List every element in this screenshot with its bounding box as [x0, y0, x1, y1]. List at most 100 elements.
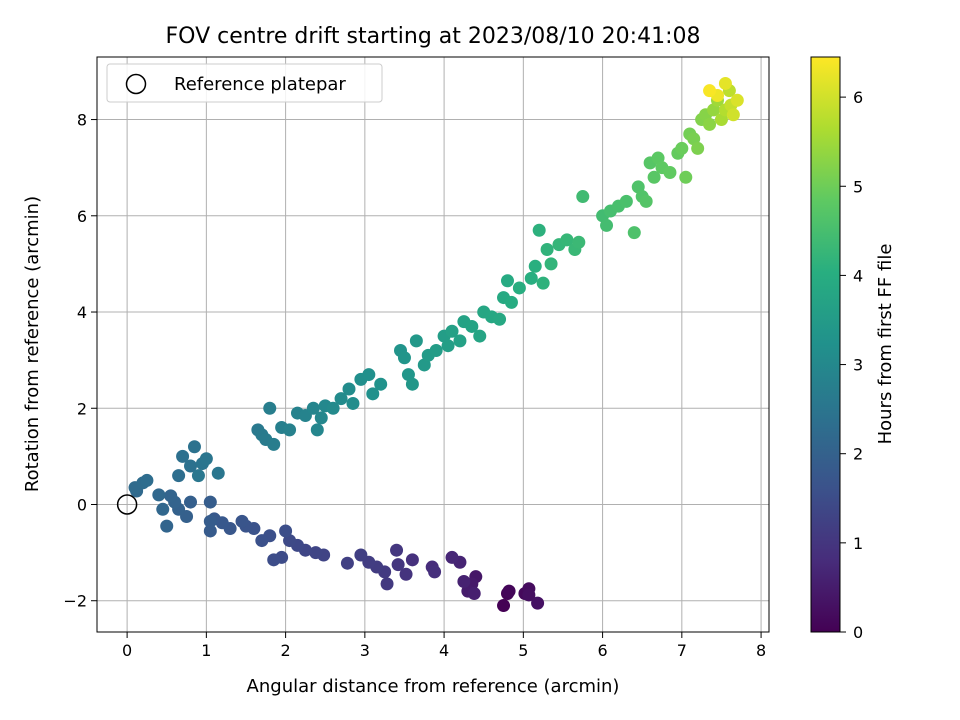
data-point [390, 543, 404, 557]
y-tick-label: 4 [77, 303, 87, 322]
legend-entry-reference: Reference platepar [174, 74, 346, 95]
data-point [675, 141, 689, 155]
data-point [540, 242, 554, 256]
axis-ticks: 0 1 2 3 4 5 6 7 8 −2 0 2 4 6 8 [63, 111, 766, 660]
data-point [528, 259, 542, 273]
data-point [397, 351, 411, 365]
data-point [342, 382, 356, 396]
legend: Reference platepar [106, 63, 383, 103]
data-point [184, 495, 198, 509]
colorbar-label: Hours from first FF file [875, 244, 896, 445]
data-point [164, 489, 178, 503]
data-point [267, 437, 281, 451]
data-point [730, 93, 744, 107]
data-point [279, 524, 293, 538]
data-point [380, 577, 394, 591]
data-point [391, 558, 405, 572]
data-point [152, 488, 166, 502]
colorbar-tick-label: 3 [853, 356, 863, 375]
data-point [354, 548, 368, 562]
data-point [576, 190, 590, 204]
data-point [560, 233, 574, 247]
reference-marker [116, 494, 138, 515]
colorbar-tick-label: 5 [853, 177, 863, 196]
data-point [504, 295, 518, 309]
data-point [522, 588, 536, 602]
data-point [374, 377, 388, 391]
data-point [536, 276, 550, 290]
data-point [467, 587, 481, 601]
data-point [191, 469, 205, 483]
data-point [703, 84, 717, 98]
data-point [493, 312, 507, 326]
data-point [255, 534, 269, 548]
data-point [203, 495, 217, 509]
x-tick-label: 1 [201, 641, 211, 660]
colorbar-gradient [810, 56, 841, 633]
data-point [235, 514, 249, 528]
x-tick-label: 4 [439, 641, 449, 660]
data-point [647, 170, 661, 184]
colorbar-tick-label: 1 [853, 534, 863, 553]
data-point [429, 344, 443, 358]
legend-box [106, 63, 383, 103]
data-point [441, 339, 455, 353]
x-tick-label: 7 [677, 641, 687, 660]
data-point [532, 223, 546, 237]
data-point [199, 452, 213, 466]
y-tick-label: 0 [77, 495, 87, 514]
colorbar-tick-label: 4 [853, 266, 863, 285]
data-point [184, 459, 198, 473]
colorbar: 0 1 2 3 4 5 6 Hours from first FF file [810, 56, 896, 642]
data-point [500, 274, 514, 288]
plot-frame [96, 56, 770, 633]
data-point [160, 519, 174, 533]
data-point [473, 329, 487, 343]
data-point [310, 423, 324, 437]
data-point [405, 377, 419, 391]
data-point [703, 117, 717, 131]
data-point [502, 584, 516, 598]
colorbar-tick-label: 2 [853, 445, 863, 464]
y-tick-label: −2 [63, 592, 87, 611]
data-point [366, 387, 380, 401]
data-point [600, 218, 614, 232]
data-point [663, 165, 677, 179]
y-tick-label: 2 [77, 399, 87, 418]
data-point [203, 514, 217, 528]
data-point [445, 550, 459, 564]
data-points [128, 76, 744, 613]
data-point [283, 423, 297, 437]
x-tick-label: 5 [518, 641, 528, 660]
data-point [512, 281, 526, 295]
data-point [326, 401, 340, 415]
data-point [718, 76, 732, 90]
data-point [140, 473, 154, 487]
data-point [497, 599, 511, 613]
data-point [428, 565, 442, 579]
x-tick-label: 3 [360, 641, 370, 660]
data-point [172, 469, 186, 483]
data-point [203, 524, 217, 538]
y-tick-label: 6 [77, 207, 87, 226]
x-tick-label: 0 [122, 641, 132, 660]
data-point [453, 334, 467, 348]
data-point [267, 553, 281, 567]
x-tick-label: 8 [756, 641, 766, 660]
data-point [306, 401, 320, 415]
data-point [263, 401, 277, 415]
data-point [524, 271, 538, 285]
data-point [309, 546, 323, 560]
data-point [340, 556, 354, 570]
data-point [691, 141, 705, 155]
data-point [334, 392, 348, 406]
data-point [726, 108, 740, 122]
data-point [409, 334, 423, 348]
plot-background [97, 57, 769, 632]
data-point [187, 440, 201, 454]
data-point [639, 194, 653, 208]
reference-platepar-marker [116, 494, 138, 515]
colorbar-tick-label: 6 [853, 88, 863, 107]
data-point [544, 257, 558, 271]
data-point [314, 411, 328, 425]
